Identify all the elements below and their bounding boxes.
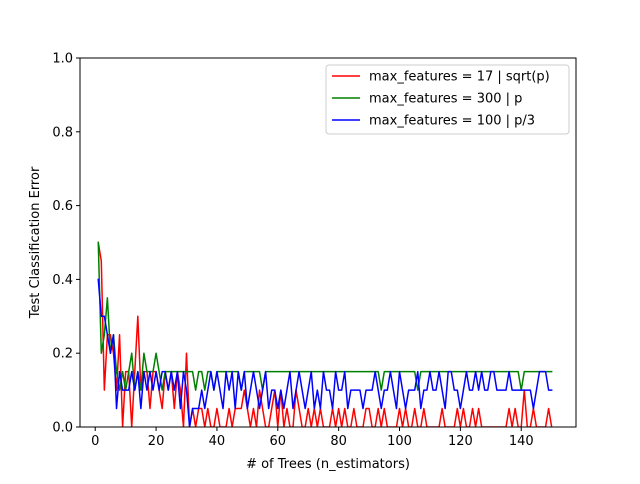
y-tick-label: 0.0	[52, 421, 73, 436]
legend-label: max_features = 300 | p	[369, 92, 522, 107]
y-tick-label: 0.8	[52, 125, 73, 140]
x-tick-label: 100	[387, 434, 412, 449]
series-line-1	[97, 241, 553, 427]
legend-label: max_features = 17 | sqrt(p)	[369, 70, 550, 85]
x-tick-label: 80	[330, 434, 347, 449]
x-axis-label: # of Trees (n_estimators)	[246, 457, 410, 472]
y-tick-label: 0.4	[52, 273, 73, 288]
y-tick-label: 1.0	[52, 52, 73, 67]
legend: max_features = 17 | sqrt(p) max_features …	[325, 64, 570, 135]
x-tick-label: 20	[148, 434, 165, 449]
x-tick-label: 0	[91, 434, 99, 449]
x-tick-label: 120	[448, 434, 473, 449]
x-tick-label: 40	[209, 434, 226, 449]
x-tick-label: 140	[509, 434, 534, 449]
y-tick-label: 0.6	[52, 199, 73, 214]
series-line-3	[97, 278, 553, 427]
x-tick-label: 60	[270, 434, 287, 449]
axes-frame	[79, 57, 577, 428]
y-axis-label: Test Classification Error	[28, 166, 43, 319]
legend-frame	[325, 64, 570, 135]
y-tick-label: 0.2	[52, 347, 73, 362]
legend-label: max_features = 100 | p/3	[369, 114, 535, 129]
